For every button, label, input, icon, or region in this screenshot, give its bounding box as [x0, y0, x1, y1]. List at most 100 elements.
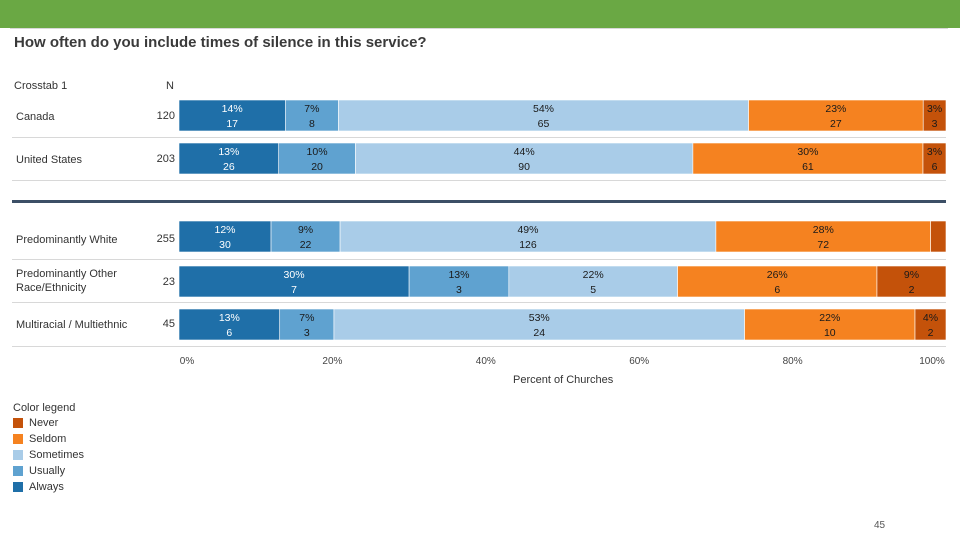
- chart-title: How often do you include times of silenc…: [14, 34, 427, 51]
- legend-label-seldom: Seldom: [29, 433, 67, 445]
- row-separator: [12, 137, 946, 138]
- data-label-count: 6: [932, 161, 938, 173]
- legend-label-usually: Usually: [29, 465, 66, 477]
- data-label-count: 26: [223, 161, 235, 173]
- bar-segment-sometimes: [508, 265, 678, 298]
- row-n-canada: 120: [156, 110, 175, 122]
- bar-segment-seldom: [748, 99, 924, 132]
- row-label-multiracial: Multiracial / Multiethnic: [16, 319, 128, 331]
- data-label-percent: 28%: [813, 224, 834, 236]
- bar-segment-always: [178, 99, 286, 132]
- row-label-united-states: United States: [16, 154, 83, 166]
- legend-title: Color legend: [13, 402, 76, 414]
- bar-segment-never: [922, 99, 947, 132]
- data-label-percent: 49%: [517, 224, 538, 236]
- bar-segment-usually: [408, 265, 510, 298]
- bar-segment-usually: [278, 142, 356, 175]
- crosstab-header: Crosstab 1: [14, 80, 68, 92]
- data-label-count: 30: [219, 239, 231, 251]
- data-label-percent: 10%: [307, 146, 328, 158]
- data-label-count: 3: [932, 118, 938, 130]
- data-label-count: 8: [309, 118, 315, 130]
- data-label-percent: 26%: [767, 269, 788, 281]
- legend-swatch-usually: [13, 466, 23, 476]
- data-label-count: 3: [304, 327, 310, 339]
- data-label-percent: 22%: [583, 269, 604, 281]
- data-label-percent: 44%: [514, 146, 535, 158]
- bar-segment-usually: [270, 220, 341, 253]
- x-tick-label: 0%: [180, 356, 195, 367]
- bar-segment-always: [178, 308, 281, 341]
- data-label-count: 61: [802, 161, 814, 173]
- legend-item-always: Always: [13, 481, 64, 493]
- x-tick-label: 100%: [919, 356, 945, 367]
- bar-segment-never: [930, 220, 947, 253]
- data-label-percent: 3%: [927, 146, 942, 158]
- row-separator: [12, 259, 946, 260]
- bar-segment-seldom: [692, 142, 924, 175]
- data-label-percent: 23%: [825, 103, 846, 115]
- x-tick-label: 60%: [629, 356, 649, 367]
- row-label-predominantly-other: Predominantly Other Race/Ethnicity: [16, 268, 117, 294]
- legend-item-seldom: Seldom: [13, 433, 66, 445]
- bar-segment-usually: [279, 308, 335, 341]
- bar-segment-sometimes: [355, 142, 694, 175]
- row-separator: [12, 346, 946, 347]
- x-tick-label: 40%: [476, 356, 496, 367]
- data-label-percent: 9%: [904, 269, 919, 281]
- data-label-percent: 4%: [923, 312, 938, 324]
- data-label-percent: 22%: [819, 312, 840, 324]
- row-n-predominantly-other: 23: [162, 276, 175, 288]
- legend-swatch-never: [13, 418, 23, 428]
- data-label-percent: 7%: [304, 103, 319, 115]
- bar-segment-usually: [285, 99, 339, 132]
- legend-item-usually: Usually: [13, 465, 65, 477]
- data-label-percent: 30%: [797, 146, 818, 158]
- row-n-predominantly-white: 255: [156, 233, 175, 245]
- data-label-percent: 54%: [533, 103, 554, 115]
- data-label-percent: 13%: [448, 269, 469, 281]
- data-label-count: 6: [226, 327, 232, 339]
- bar-segment-always: [178, 265, 410, 298]
- legend-swatch-always: [13, 482, 23, 492]
- data-label-percent: 13%: [219, 312, 240, 324]
- x-tick-label: 20%: [322, 356, 342, 367]
- row-label-predominantly-white: Predominantly White: [16, 234, 118, 246]
- legend-swatch-seldom: [13, 434, 23, 444]
- data-label-count: 90: [518, 161, 530, 173]
- data-label-count: 126: [519, 239, 537, 251]
- legend-label-sometimes: Sometimes: [29, 449, 85, 461]
- bar-segment-never: [922, 142, 947, 175]
- data-label-count: 10: [824, 327, 836, 339]
- legend-label-never: Never: [29, 417, 59, 429]
- data-label-count: 6: [774, 284, 780, 296]
- data-label-count: 24: [533, 327, 545, 339]
- bar-segment-never: [876, 265, 947, 298]
- data-label-percent: 9%: [298, 224, 313, 236]
- data-label-percent: 13%: [218, 146, 239, 158]
- x-tick-label: 80%: [783, 356, 803, 367]
- data-label-percent: 14%: [222, 103, 243, 115]
- data-label-count: 72: [817, 239, 829, 251]
- data-label-count: 5: [590, 284, 596, 296]
- data-label-percent: 30%: [284, 269, 305, 281]
- row-label-canada: Canada: [16, 111, 55, 123]
- group-divider: [12, 200, 946, 203]
- bar-segment-never: [914, 308, 947, 341]
- legend-item-never: Never: [13, 417, 58, 429]
- top-banner: [0, 0, 960, 28]
- row-separator: [12, 302, 946, 303]
- bar-segment-always: [178, 142, 280, 175]
- bar-segment-sometimes: [339, 220, 717, 253]
- bar-segment-always: [178, 220, 272, 253]
- data-label-count: 2: [928, 327, 934, 339]
- data-label-count: 3: [456, 284, 462, 296]
- legend-swatch-sometimes: [13, 450, 23, 460]
- bar-segment-seldom: [677, 265, 878, 298]
- data-label-percent: 12%: [215, 224, 236, 236]
- legend-item-sometimes: Sometimes: [13, 449, 84, 461]
- x-axis-label: Percent of Churches: [513, 374, 614, 386]
- row-n-multiracial: 45: [162, 318, 175, 330]
- data-label-count: 2: [909, 284, 915, 296]
- bar-segment-sometimes: [338, 99, 749, 132]
